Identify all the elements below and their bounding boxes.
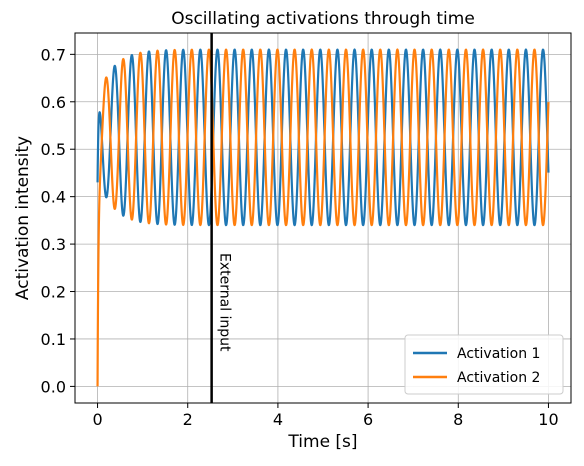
y-axis-label: Activation intensity: [13, 136, 33, 300]
x-tick-label: 10: [538, 410, 558, 429]
legend-box: [404, 334, 564, 395]
y-tick-label: 0.2: [41, 283, 66, 302]
series-line-1: [96, 48, 550, 227]
x-tick-label: 0: [92, 410, 102, 429]
x-tick-label: 2: [183, 410, 193, 429]
plot-frame: [74, 32, 572, 404]
external-input-label: External input: [217, 253, 233, 352]
y-tick-label: 0.5: [41, 140, 66, 159]
y-tick-label: 0.1: [41, 330, 66, 349]
y-tick-label: 0.6: [41, 93, 66, 112]
annotation-layer: External input: [210, 33, 233, 403]
x-tick-label: 6: [363, 410, 373, 429]
x-tick-label: 8: [453, 410, 463, 429]
y-tick-label: 0.7: [41, 45, 66, 64]
series-line-2: [96, 48, 550, 387]
x-axis-label: Time [s]: [287, 432, 357, 452]
chart-title: Oscillating activations through time: [171, 9, 475, 29]
y-tick-label: 0.3: [41, 235, 66, 254]
y-tick-label: 0.4: [41, 188, 66, 207]
x-axis-ticks: 0 2 4 6 8 10: [92, 403, 559, 429]
legend: Activation 1 Activation 2: [404, 334, 564, 395]
legend-entry-label: Activation 2: [457, 370, 540, 386]
y-axis-ticks: 0.0 0.1 0.2 0.3 0.4 0.5 0.6 0.7: [41, 45, 75, 396]
x-tick-label: 4: [273, 410, 283, 429]
legend-entry-label: Activation 1: [457, 346, 540, 362]
series-layer: [96, 48, 550, 387]
y-tick-label: 0.0: [41, 377, 66, 396]
